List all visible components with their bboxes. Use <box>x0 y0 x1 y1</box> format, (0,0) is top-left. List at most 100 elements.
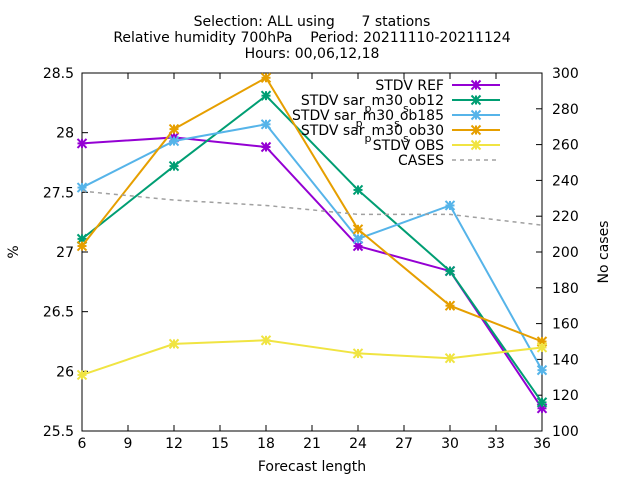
y2-tick-label: 280 <box>552 102 579 118</box>
y-tick-label: 28 <box>56 126 74 142</box>
data-point <box>260 335 272 346</box>
y2-tick-label: 220 <box>552 209 579 225</box>
data-point <box>352 233 364 245</box>
series-line <box>81 190 543 226</box>
legend-label-part: STDV sar <box>301 123 365 139</box>
series-line <box>81 76 543 343</box>
x-tick-label: 15 <box>211 436 229 452</box>
x-axis-label: Forecast length <box>258 459 366 475</box>
legend-entry: STDV sarpm30sob30 <box>301 123 500 145</box>
legend-label-part: p <box>356 117 363 130</box>
y-tick-label: 27.5 <box>43 185 74 201</box>
x-tick-label: 9 <box>124 436 133 452</box>
y2-tick-label: 180 <box>552 281 579 297</box>
y2-tick-label: 240 <box>552 173 579 189</box>
data-point <box>168 135 180 147</box>
data-point <box>536 342 548 353</box>
x-tick-label: 21 <box>303 436 321 452</box>
data-point <box>168 338 180 350</box>
x-tick-label: 18 <box>257 436 275 452</box>
legend-label-part: s <box>403 102 409 115</box>
legend-marker <box>470 109 482 121</box>
data-point <box>76 138 88 149</box>
series-3 <box>76 72 548 347</box>
legend-marker <box>470 139 482 151</box>
x-tick-label: 24 <box>349 436 367 452</box>
x-tick-label: 27 <box>395 436 413 452</box>
legend-label-part: s <box>403 132 409 145</box>
data-point <box>260 90 272 101</box>
legend-entry: STDV sarpm30sob185 <box>292 108 500 130</box>
legend-label: STDV OBS <box>373 138 444 154</box>
legend-label-part: p <box>365 132 372 145</box>
legend-marker <box>470 124 482 136</box>
axes: 6 9 12 15 18 21 24 27 30 33 36 25.5 26 26.5 27 27.5 28 28… <box>43 66 579 452</box>
series-5 <box>81 190 543 226</box>
legend-label: STDV sarpm30sob30 <box>301 123 444 145</box>
data-point <box>76 240 88 252</box>
data-point <box>444 265 456 277</box>
data-point <box>536 397 548 408</box>
legend-entry: CASES <box>398 153 500 169</box>
y2-axis-label: No cases <box>596 221 612 284</box>
x-tick-label: 33 <box>487 436 505 452</box>
legend-label-part: STDV sar <box>301 93 365 109</box>
series-line <box>81 123 543 371</box>
data-point <box>352 224 364 235</box>
y2-tick-label: 260 <box>552 138 579 154</box>
data-point <box>444 300 456 311</box>
legend-label-part: m30 <box>372 123 403 139</box>
data-point <box>168 123 180 135</box>
y2-tick-label: 120 <box>552 388 579 404</box>
series-line <box>81 136 543 409</box>
legend-label-part: ob185 <box>400 108 444 124</box>
x-tick-label: 12 <box>165 436 183 452</box>
legend-label: STDV sarpm30sob12 <box>301 93 444 115</box>
legend-marker <box>470 94 482 106</box>
legend-label-part: ob30 <box>409 123 444 139</box>
y2-tick-label: 300 <box>552 66 579 82</box>
data-point <box>444 200 456 211</box>
legend-label-part: p <box>365 102 372 115</box>
data-point <box>536 364 548 376</box>
title-line-3: Hours: 00,06,12,18 <box>245 46 380 62</box>
series-0 <box>76 132 548 414</box>
y2-tick-label: 200 <box>552 245 579 261</box>
series-line <box>81 94 543 403</box>
y2-tick-label: 140 <box>552 352 579 368</box>
x-tick-label: 36 <box>533 436 551 452</box>
series-line <box>81 339 543 376</box>
y2-tick-label: 100 <box>552 424 579 440</box>
series-1 <box>76 90 548 408</box>
data-point <box>76 369 88 381</box>
y2-tick-label: 160 <box>552 317 579 333</box>
data-point <box>260 119 272 130</box>
legend-label: STDV sarpm30sob185 <box>292 108 444 130</box>
data-point <box>352 184 364 196</box>
series-4 <box>76 335 548 381</box>
legend-label-part: STDV sar <box>292 108 356 124</box>
legend-entry: STDV OBS <box>373 138 500 154</box>
data-point <box>168 160 180 172</box>
legend-label-part: s <box>394 117 400 130</box>
plot-area <box>76 72 548 414</box>
data-point <box>76 182 88 193</box>
y-tick-label: 26.5 <box>43 305 74 321</box>
y-tick-label: 27 <box>56 245 74 261</box>
data-point <box>352 348 364 359</box>
y-axis-label: % <box>6 245 22 258</box>
data-point <box>260 72 272 83</box>
x-tick-label: 30 <box>441 436 459 452</box>
legend-marker <box>470 79 482 91</box>
title-line-1: Selection: ALL using 7 stations <box>194 14 431 30</box>
legend-entry: STDV REF <box>375 78 500 94</box>
y-tick-label: 25.5 <box>43 424 74 440</box>
x-tick-label: 6 <box>78 436 87 452</box>
y-tick-label: 28.5 <box>43 66 74 82</box>
legend-entry: STDV sarpm30sob12 <box>301 93 500 115</box>
legend-label-part: m30 <box>372 93 403 109</box>
title-line-2: Relative humidity 700hPa Period: 2021111… <box>113 30 510 46</box>
legend-label: CASES <box>398 153 444 169</box>
